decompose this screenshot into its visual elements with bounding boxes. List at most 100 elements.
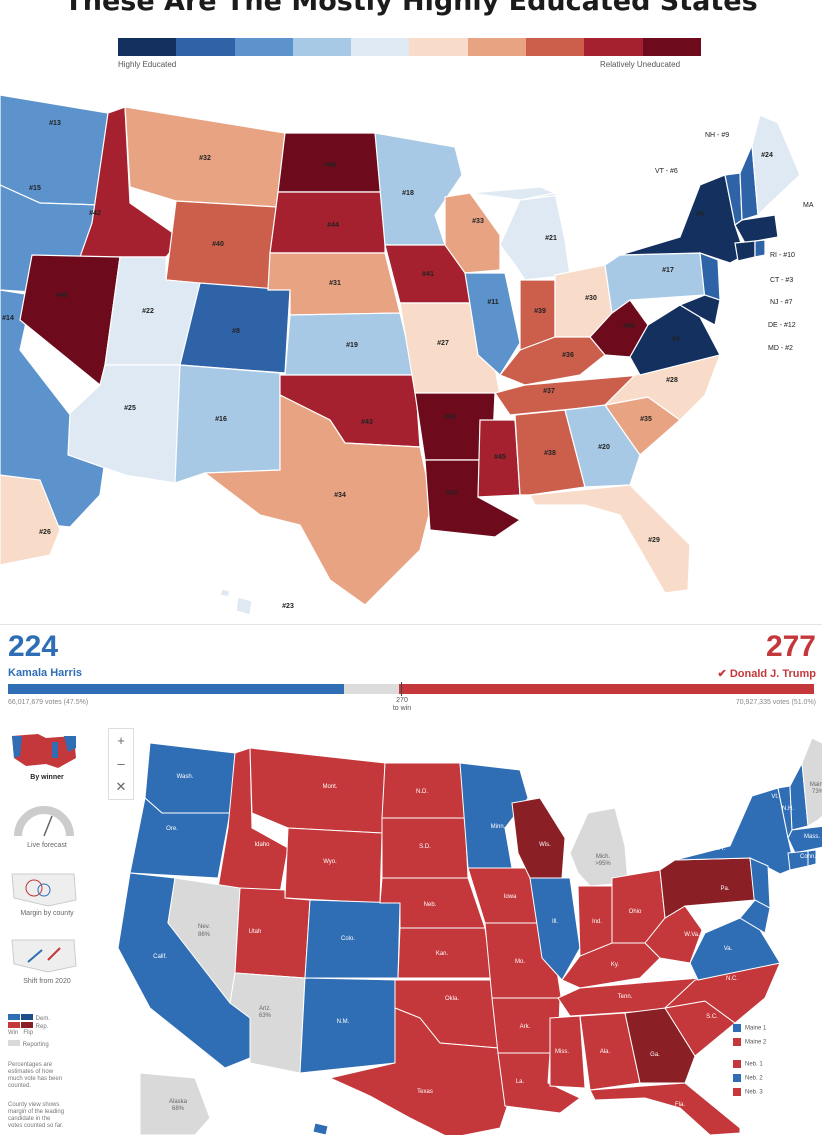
view-by-winner-label[interactable]: By winner <box>30 774 64 781</box>
callout-label: NJ - #7 <box>770 299 793 306</box>
state-label: Ala. <box>600 1049 611 1055</box>
state-label: S.D. <box>419 844 431 850</box>
county-note: County view shows margin of the leading … <box>8 1102 65 1129</box>
rank-label-az: #25 <box>124 405 136 412</box>
state-label: Md. <box>773 922 783 928</box>
state-label: Utah <box>249 929 262 935</box>
result-state-nm[interactable] <box>299 977 399 1074</box>
rank-label-sc: #35 <box>640 416 652 423</box>
result-state-ut[interactable] <box>234 887 311 979</box>
legend-swatch-10 <box>642 38 701 56</box>
callout-label: NH - #9 <box>705 132 729 139</box>
district-label: Neb. 1 <box>745 1061 763 1068</box>
result-state-pa[interactable] <box>659 857 756 919</box>
state-label: La. <box>516 1079 525 1085</box>
result-state-mt[interactable] <box>249 747 386 834</box>
legend-swatch-7 <box>467 38 527 56</box>
state-ME <box>751 114 801 217</box>
state-TX <box>203 394 433 606</box>
callout-label: MA <box>803 202 814 209</box>
rank-label-oh: #30 <box>585 295 597 302</box>
rank-label-ks: #19 <box>346 342 358 349</box>
view-shift-from-2020-label[interactable]: Shift from 2020 <box>23 978 71 985</box>
rank-label-la: #47 <box>446 490 458 497</box>
state-MI <box>469 186 571 281</box>
state-AK <box>0 474 61 566</box>
callout-label: MD - #2 <box>768 345 793 352</box>
state-label: Neb. <box>424 902 437 908</box>
arrow-map-icon[interactable] <box>8 932 80 976</box>
legend-swatch-4 <box>292 38 352 56</box>
zoom-out-button[interactable]: – <box>117 756 125 771</box>
state-FL <box>529 484 691 594</box>
result-state-ak[interactable] <box>139 1072 211 1135</box>
result-state-fl[interactable] <box>589 1082 741 1135</box>
state-label: R.I. <box>817 866 822 872</box>
trump-popular-vote: 70,927,335 votes (51.0%) <box>735 699 816 706</box>
forecast-gauge-icon[interactable] <box>8 798 80 842</box>
color-key: Dem. Rep. Win Flip Reporting <box>8 1014 51 1048</box>
rank-label-mn: #18 <box>402 190 414 197</box>
state-label: Wyo. <box>323 859 337 865</box>
result-state-wy[interactable] <box>284 827 383 904</box>
rank-label-wv: #48 <box>623 323 635 330</box>
rank-label-tx: #34 <box>334 492 346 499</box>
reset-view-button[interactable]: ✕ <box>115 779 127 794</box>
state-label: Calif. <box>153 954 167 960</box>
legend-label-low: Relatively Uneducated <box>600 60 681 69</box>
view-margin-by-county-label[interactable]: Margin by county <box>20 910 74 917</box>
state-label: Alaska <box>169 1099 188 1105</box>
result-state-ga[interactable] <box>624 1007 696 1084</box>
state-label: >95% <box>595 861 611 867</box>
state-label: S.C. <box>706 1014 718 1020</box>
state-label: Ga. <box>650 1052 660 1058</box>
education-ranking-map: #13 #15 #14 #42 #46 #32 #40 #22 #25 #8 #16 #49 #44 #3… <box>0 94 814 616</box>
state-label: Mich. <box>596 854 611 860</box>
uncalled-ev-bar <box>344 684 399 694</box>
result-state-ms[interactable] <box>549 1015 586 1089</box>
district-label: Neb. 3 <box>745 1089 763 1096</box>
check-circle-icon: ✔ <box>717 668 727 680</box>
bubble-map-icon[interactable] <box>8 866 80 910</box>
state-label: Ark. <box>520 1024 531 1030</box>
callout-label: DE - #12 <box>768 322 796 329</box>
us-map-thumbnail-icon[interactable] <box>8 728 80 772</box>
state-RI <box>754 239 766 258</box>
result-state-wi[interactable] <box>511 797 566 879</box>
state-label: N.C. <box>726 976 738 982</box>
rank-label-ia: #41 <box>422 271 434 278</box>
result-state-ma[interactable] <box>787 825 822 854</box>
state-label: Del. <box>787 919 798 925</box>
rank-label-ok: #43 <box>361 419 373 426</box>
state-label: Fla. <box>675 1102 685 1108</box>
state-label: Mo. <box>515 959 525 965</box>
rank-label-mt: #32 <box>199 155 211 162</box>
result-state-il[interactable] <box>529 877 581 981</box>
state-GA <box>564 404 641 488</box>
callout-label: CT - #3 <box>770 277 793 284</box>
rank-label-ky: #36 <box>562 352 574 359</box>
result-state-ri[interactable] <box>807 849 817 867</box>
district-swatch <box>733 1038 741 1046</box>
rank-label-wi: #33 <box>472 218 484 225</box>
rank-label-ne: #31 <box>329 280 341 287</box>
rank-label-me: #24 <box>761 152 773 159</box>
view-selector-panel: By winner Live forecast Margin by county… <box>0 718 100 1135</box>
zoom-in-button[interactable]: + <box>117 733 125 748</box>
state-label: N.M. <box>337 1019 350 1025</box>
trump-electoral-votes: 277 <box>765 630 816 663</box>
rank-label-in: #39 <box>534 308 546 315</box>
view-live-forecast-label[interactable]: Live forecast <box>27 842 67 849</box>
district-label: Maine 2 <box>745 1039 767 1046</box>
state-label: Pa. <box>720 886 729 892</box>
rank-label-nm: #16 <box>215 416 227 423</box>
rank-label-ut: #22 <box>142 308 154 315</box>
result-state-me[interactable] <box>801 737 822 827</box>
state-label: Minn. <box>491 824 506 830</box>
result-state-or[interactable] <box>129 797 231 879</box>
result-state-md[interactable] <box>739 899 771 934</box>
rank-label-pa: #17 <box>662 267 674 274</box>
district-key: Maine 1 Maine 2 Neb. 1 Neb. 2 Neb. 3 <box>733 1018 766 1096</box>
result-state-hi[interactable] <box>312 1122 329 1135</box>
result-state-mi[interactable] <box>569 807 629 887</box>
